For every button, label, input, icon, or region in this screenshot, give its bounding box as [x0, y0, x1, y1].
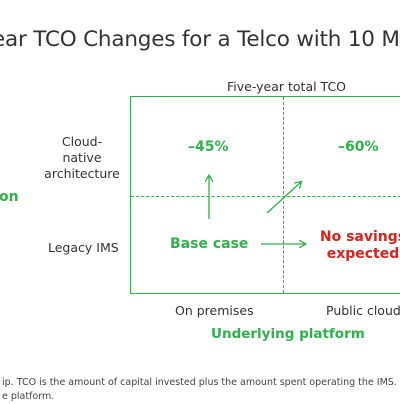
footnote-line1: ip. TCO is the amount of capital investe… [2, 377, 397, 388]
left-edge-label: on [0, 189, 19, 205]
page-title: ear TCO Changes for a Telco with 10 Mill [0, 27, 400, 52]
quadrant-frame [130, 96, 400, 294]
column-label-public-cloud: Public cloud [326, 303, 400, 318]
top-axis-label: Five-year total TCO [227, 79, 347, 94]
bottom-axis-label: Underlying platform [211, 326, 365, 342]
row-label-cloud-native-line2: architecture [44, 166, 120, 181]
cell-cloud-on-premises: –45% [188, 139, 229, 155]
cell-legacy-public-line2: expected [326, 246, 400, 262]
cell-legacy-public: No savings expected [318, 229, 400, 263]
footnote-line2: e platform. [2, 391, 55, 402]
cell-cloud-public: –60% [338, 139, 379, 155]
horizontal-divider [131, 196, 400, 197]
cell-legacy-public-line1: No savings [319, 229, 400, 245]
row-label-legacy: Legacy IMS [48, 240, 119, 255]
column-label-on-premises: On premises [175, 303, 254, 318]
vertical-divider [283, 97, 284, 293]
row-label-cloud-native: Cloud-native architecture [43, 134, 121, 182]
cell-legacy-on-premises: Base case [170, 236, 249, 252]
footnote: ip. TCO is the amount of capital investe… [2, 376, 400, 404]
row-label-cloud-native-line1: Cloud-native [61, 134, 103, 165]
